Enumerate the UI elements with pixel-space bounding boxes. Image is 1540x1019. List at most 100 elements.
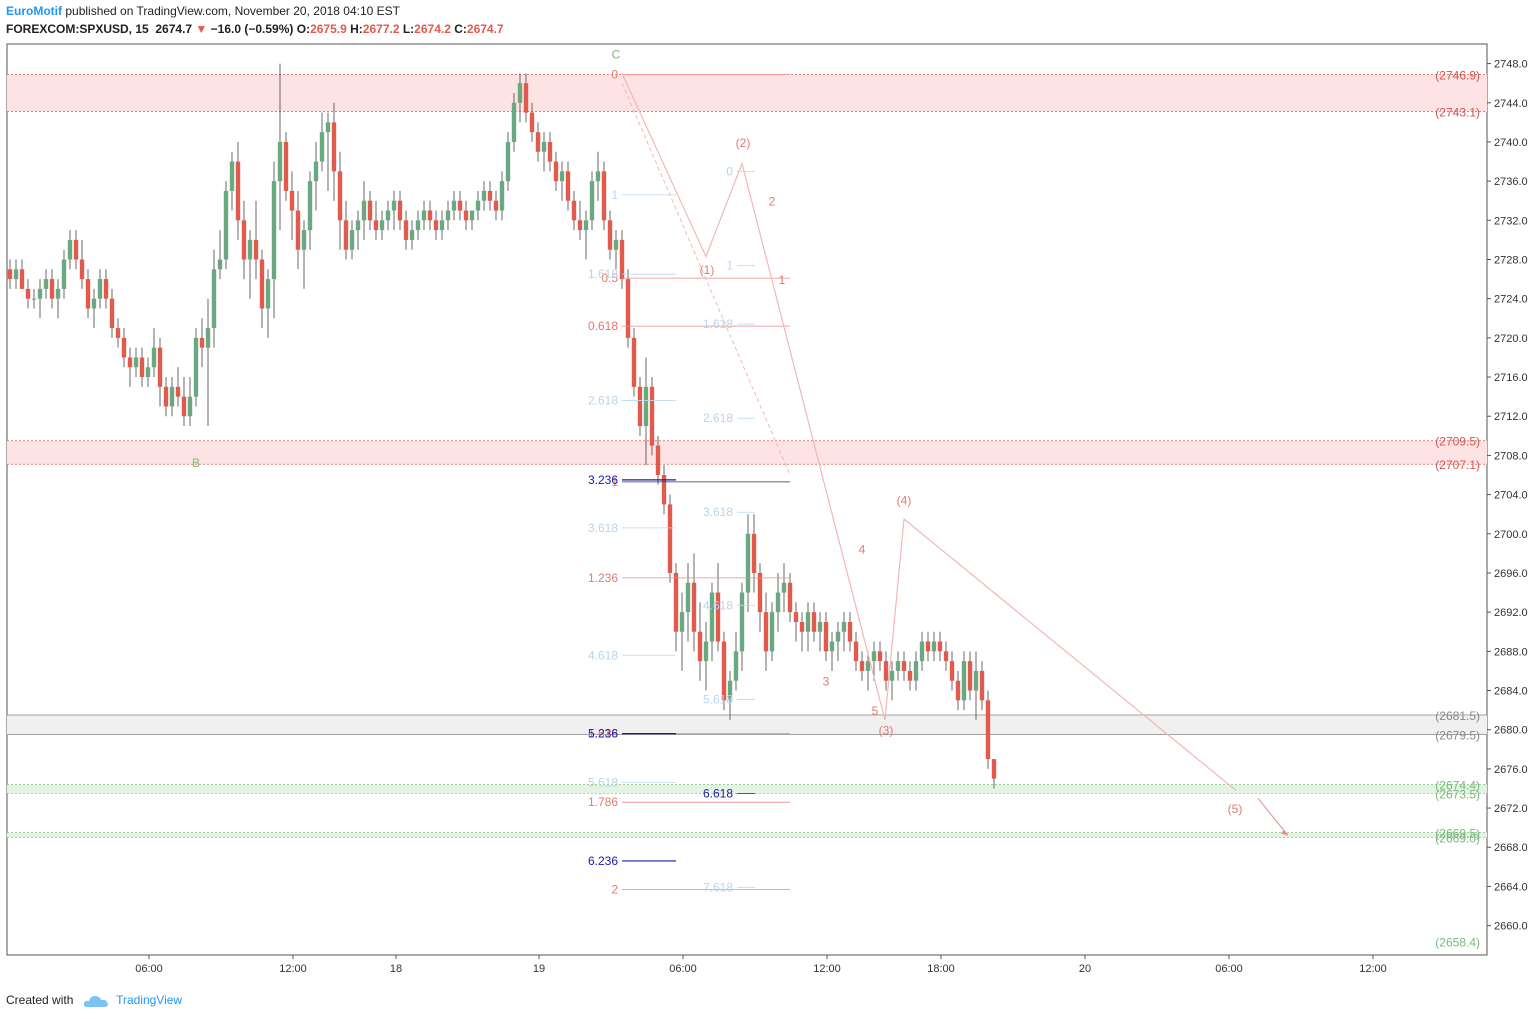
candle-body-28	[175, 386, 181, 397]
candle-body-82	[499, 181, 505, 211]
candle-body-57	[349, 230, 355, 250]
candle-body-103	[625, 279, 631, 338]
candle-body-113	[685, 582, 691, 613]
candle-body-74	[451, 200, 457, 211]
fib-blue-label-5: 4.618	[588, 648, 618, 662]
candle-body-19	[121, 337, 127, 358]
candle-body-55	[337, 171, 343, 221]
candle-body-16	[103, 279, 109, 299]
wave-label-5: (3)	[879, 724, 894, 738]
candle-body-143	[865, 661, 871, 671]
wave-label-6: (4)	[897, 493, 912, 507]
high-value: 2677.2	[362, 22, 400, 36]
candle-body-30	[187, 396, 193, 417]
y-tick-label-17: 2680.0	[1494, 725, 1528, 737]
low-value: 2674.2	[414, 22, 451, 36]
candle-body-20	[127, 357, 133, 368]
candle-body-144	[871, 651, 877, 662]
fib-left-label-0: 0	[611, 67, 618, 81]
candle-body-68	[415, 220, 421, 231]
candle-body-67	[409, 230, 415, 240]
zone-4	[7, 832, 1487, 838]
candle-body-72	[439, 220, 445, 231]
y-tick-label-9: 2712.0	[1494, 411, 1528, 423]
candle-body-134	[811, 612, 817, 632]
candle-body-11	[73, 239, 79, 260]
fib-blue-label-2: 2.618	[588, 394, 618, 408]
candle-body-127	[769, 612, 775, 652]
fib-blue-label-0: 1	[611, 188, 618, 202]
wave-label-12: 5	[872, 704, 879, 718]
fib-mid-label-4: 3.618	[703, 505, 733, 519]
fib-blue-label-8: 6.236	[588, 854, 618, 868]
symbol-line: FOREXCOM:SPXUSD, 15 2674.7 ▼ −16.0 (−0.5…	[6, 22, 504, 36]
candle-body-135	[817, 621, 823, 632]
candle-body-63	[385, 210, 391, 221]
price-level-label-5: (2679.5)	[1435, 729, 1480, 743]
y-tick-label-12: 2700.0	[1494, 529, 1528, 541]
candle-body-48	[295, 210, 301, 250]
price-chart[interactable]: 2748.0 2744.0 2740.0 2736.0 2732.0 2728.0 2724…	[0, 0, 1540, 990]
low-label: L:	[402, 22, 415, 36]
y-tick-label-22: 2660.0	[1494, 921, 1528, 933]
candle-body-122	[739, 592, 745, 652]
zone-2	[7, 715, 1487, 735]
candle-body-88	[535, 132, 541, 152]
candle-body-52	[319, 132, 325, 162]
candle-body-24	[151, 347, 157, 368]
y-tick-label-13: 2696.0	[1494, 568, 1528, 580]
wave-label-8: 1	[779, 273, 786, 287]
candle-body-64	[391, 200, 397, 211]
candle-body-147	[889, 670, 895, 681]
x-tick-label-3: 19	[533, 963, 545, 975]
candle-body-75	[457, 200, 463, 211]
candle-body-154	[931, 641, 937, 652]
candle-body-9	[61, 259, 67, 289]
wave-label-4: (2)	[736, 136, 751, 150]
candle-body-110	[667, 504, 673, 573]
candle-body-17	[109, 298, 115, 329]
x-tick-label-7: 20	[1079, 963, 1091, 975]
wave-label-9: 2	[769, 195, 776, 209]
fib-mid-label-5: 4.618	[703, 598, 733, 612]
y-tick-label-16: 2684.0	[1494, 686, 1528, 698]
author-link[interactable]: EuroMotif	[6, 4, 62, 18]
price-level-label-0: (2746.9)	[1435, 68, 1480, 82]
candle-body-160	[967, 661, 973, 691]
open-label: O:	[296, 22, 311, 36]
candle-body-14	[91, 298, 97, 309]
candle-body-58	[355, 220, 361, 231]
candle-body-41	[253, 239, 259, 260]
wave-label-11: 4	[859, 542, 866, 556]
candle-body-6	[43, 279, 49, 289]
candle-body-164	[991, 759, 997, 779]
candle-body-62	[379, 220, 385, 231]
candle-body-44	[271, 181, 277, 280]
candle-body-26	[163, 386, 169, 407]
publish-info: published on TradingView.com, November 2…	[65, 4, 400, 18]
candle-body-31	[193, 337, 199, 397]
candle-body-13	[85, 279, 91, 309]
candle-body-100	[607, 220, 613, 250]
open-value: 2675.9	[310, 22, 347, 36]
fib-blue-label-7: 5.618	[588, 776, 618, 790]
candle-body-157	[949, 661, 955, 681]
candle-body-89	[541, 141, 547, 152]
candle-body-109	[661, 475, 667, 505]
candle-body-98	[595, 171, 601, 182]
price-level-label-2: (2709.5)	[1435, 435, 1480, 449]
candle-body-152	[919, 641, 925, 662]
candle-body-162	[979, 670, 985, 701]
candle-body-94	[571, 200, 577, 221]
price-level-label-1: (2743.1)	[1435, 106, 1480, 120]
candle-body-163	[985, 700, 991, 760]
candle-body-107	[649, 386, 655, 446]
candle-body-22	[139, 357, 145, 378]
x-tick-label-6: 18:00	[927, 963, 955, 975]
candle-body-102	[619, 239, 625, 280]
candle-body-155	[937, 641, 943, 652]
tradingview-link[interactable]: TradingView	[116, 993, 183, 1007]
price-level-label-4: (2681.5)	[1435, 709, 1480, 723]
wave-label-2: C	[612, 48, 621, 62]
fib-blue-label-4: 3.618	[588, 521, 618, 535]
